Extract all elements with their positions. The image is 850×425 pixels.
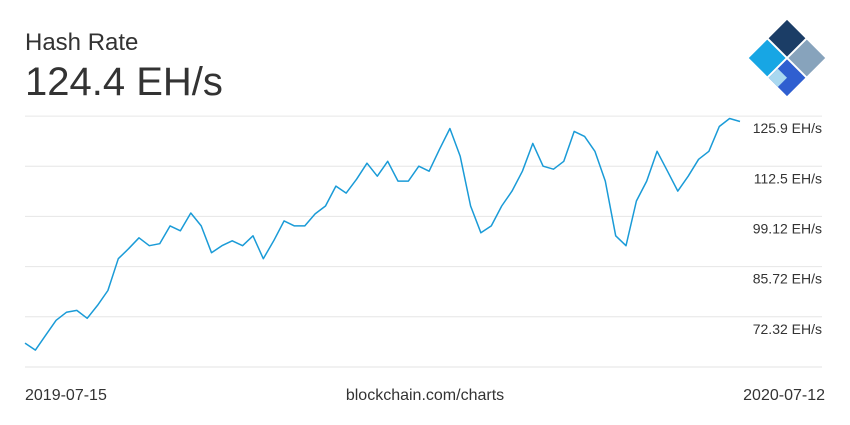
y-tick-label: 125.9 EH/s bbox=[753, 120, 822, 136]
y-tick-label: 85.72 EH/s bbox=[753, 271, 822, 287]
y-tick-label: 99.12 EH/s bbox=[753, 220, 822, 236]
x-tick-label: 2019-07-15 bbox=[25, 387, 107, 404]
logo bbox=[748, 19, 826, 97]
y-tick-label: 112.5 EH/s bbox=[754, 170, 822, 186]
chart-subtitle: 124.4 EH/s bbox=[25, 60, 223, 104]
logo-piece bbox=[768, 19, 806, 57]
source: blockchain.com/charts bbox=[346, 387, 504, 404]
x-tick-label: 2020-07-12 bbox=[743, 387, 825, 404]
logo-piece bbox=[768, 68, 787, 87]
chart-title: Hash Rate bbox=[25, 29, 138, 56]
y-tick-label: 72.32 EH/s bbox=[753, 321, 822, 337]
line bbox=[24, 117, 741, 351]
